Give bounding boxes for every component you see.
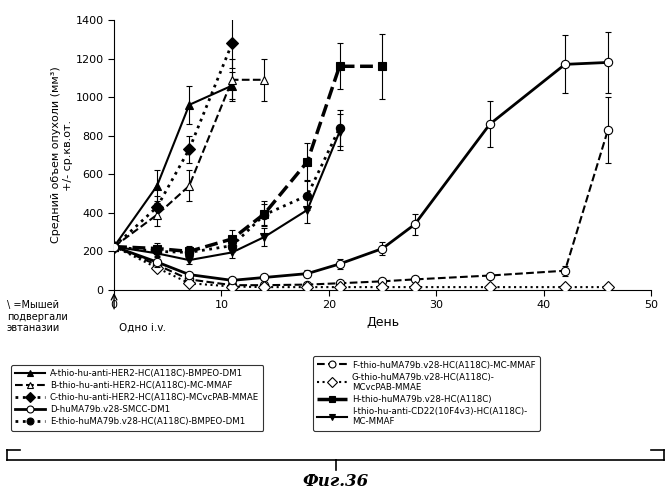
Text: \ =Мышей
подвергали
эвтаназии: \ =Мышей подвергали эвтаназии (7, 300, 68, 333)
Text: Одно i.v.: Одно i.v. (119, 322, 166, 332)
Legend: F-thio-huMA79b.v28-HC(A118C)-MC-MMAF, G-thio-huMA79b.v28-HC(A118C)-
MCvcPAB-MMAE: F-thio-huMA79b.v28-HC(A118C)-MC-MMAF, G-… (313, 356, 539, 430)
Legend: A-thio-hu-anti-HER2-HC(A118C)-BMPEO-DM1, B-thio-hu-anti-HER2-HC(A118C)-MC-MMAF, : A-thio-hu-anti-HER2-HC(A118C)-BMPEO-DM1,… (11, 365, 263, 430)
Text: Фиг.36: Фиг.36 (303, 473, 368, 490)
X-axis label: День: День (366, 316, 399, 329)
Y-axis label: Средний объем опухоли (мм³)
+/- ср.кв.от.: Средний объем опухоли (мм³) +/- ср.кв.от… (51, 66, 72, 244)
